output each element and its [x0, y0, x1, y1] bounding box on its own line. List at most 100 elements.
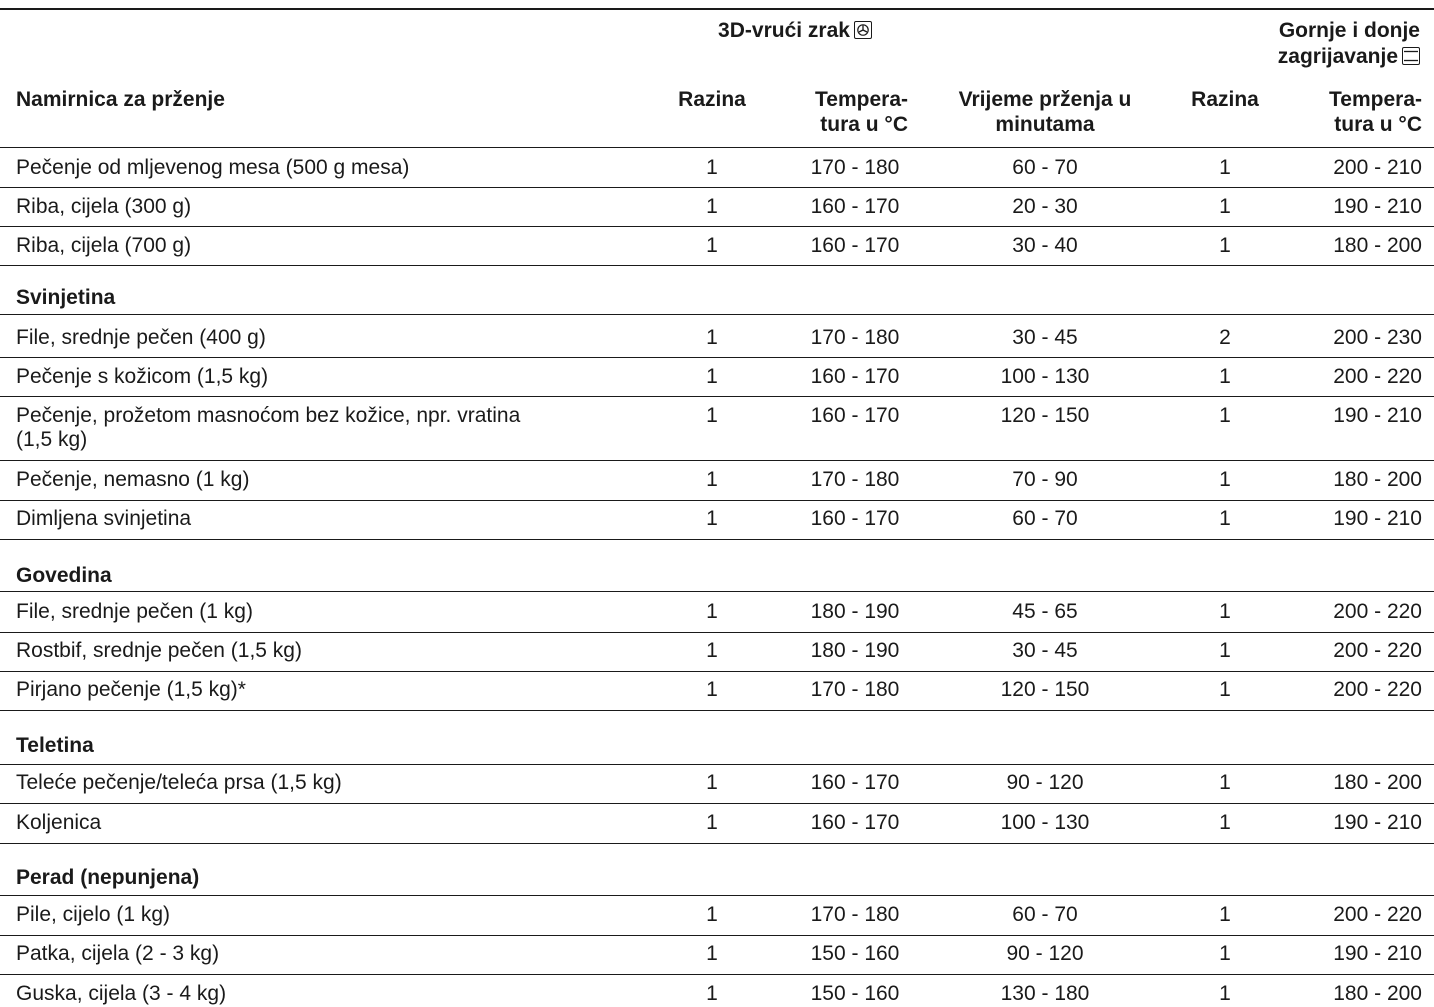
level-top-bottom-cell: 1	[1219, 942, 1231, 965]
level-hot-air-cell: 1	[706, 468, 718, 491]
food-name-cell: Koljenica	[16, 811, 102, 834]
temp-hot-air-cell: 170 - 180	[810, 326, 900, 349]
level-hot-air-cell: 1	[706, 326, 718, 349]
row-rule	[0, 500, 1434, 501]
level-hot-air-cell: 1	[706, 156, 718, 179]
level-top-bottom-cell: 1	[1219, 982, 1231, 1005]
level-hot-air-cell: 1	[706, 600, 718, 623]
food-name-cell: Guska, cijela (3 - 4 kg)	[16, 982, 227, 1005]
section-heading: Perad (nepunjena)	[16, 866, 200, 889]
temp-hot-air-cell: 160 - 170	[810, 507, 900, 530]
temp-top-bottom-cell: 200 - 220	[1333, 365, 1422, 388]
level-hot-air-cell: 1	[706, 195, 718, 218]
level-top-bottom-cell: 1	[1219, 771, 1231, 794]
level-hot-air-cell: 1	[706, 982, 718, 1005]
temp-hot-air-cell: 180 - 190	[810, 600, 900, 623]
level-top-bottom-cell: 1	[1219, 156, 1231, 179]
row-rule	[0, 357, 1434, 358]
food-name-cell: File, srednje pečen (400 g)	[16, 326, 266, 349]
roast-time-cell: 120 - 150	[1000, 678, 1090, 701]
col-header-level-2: Razina	[1191, 88, 1259, 111]
level-hot-air-cell: 1	[706, 942, 718, 965]
food-name-cell: Teleće pečenje/teleća prsa (1,5 kg)	[16, 771, 342, 794]
row-rule	[0, 539, 1434, 540]
top-bottom-heat-icon	[1402, 47, 1420, 65]
level-hot-air-cell: 1	[706, 365, 718, 388]
roast-time-cell: 30 - 45	[1012, 326, 1078, 349]
roast-time-cell: 120 - 150	[1000, 404, 1090, 427]
temp-top-bottom-cell: 200 - 230	[1333, 326, 1422, 349]
food-name-cell: Riba, cijela (700 g)	[16, 234, 192, 257]
roast-time-cell: 30 - 45	[1012, 639, 1078, 662]
temp-hot-air-cell: 160 - 170	[810, 811, 900, 834]
col-header-time-line1: Vrijeme prženja u	[958, 88, 1132, 111]
level-top-bottom-cell: 1	[1219, 234, 1231, 257]
food-name-cell: Rostbif, srednje pečen (1,5 kg)	[16, 639, 302, 662]
top-rule	[0, 8, 1434, 10]
level-hot-air-cell: 1	[706, 234, 718, 257]
temp-hot-air-cell: 170 - 180	[810, 156, 900, 179]
temp-hot-air-cell: 160 - 170	[810, 234, 900, 257]
temp-top-bottom-cell: 200 - 220	[1333, 600, 1422, 623]
roast-time-cell: 130 - 180	[1000, 982, 1090, 1005]
temp-hot-air-cell: 150 - 160	[810, 942, 900, 965]
food-name-cell-line2: (1,5 kg)	[16, 428, 88, 451]
temp-top-bottom-cell: 190 - 210	[1333, 195, 1422, 218]
col-header-temp-1-line1: Tempera-	[815, 88, 908, 111]
temp-top-bottom-cell: 200 - 220	[1333, 903, 1422, 926]
level-hot-air-cell: 1	[706, 771, 718, 794]
food-name-cell: Dimljena svinjetina	[16, 507, 192, 530]
section-heading: Teletina	[16, 734, 94, 757]
level-hot-air-cell: 1	[706, 639, 718, 662]
level-hot-air-cell: 1	[706, 404, 718, 427]
row-rule	[0, 314, 1434, 315]
level-top-bottom-cell: 1	[1219, 468, 1231, 491]
temp-top-bottom-cell: 190 - 210	[1333, 404, 1422, 427]
header-rule	[0, 147, 1434, 148]
temp-hot-air-cell: 160 - 170	[810, 365, 900, 388]
level-hot-air-cell: 1	[706, 507, 718, 530]
col-header-temp-2-line2: tura u °C	[1334, 113, 1422, 136]
header-group2-line2: zagrijavanje	[1277, 45, 1398, 68]
temp-top-bottom-cell: 190 - 210	[1333, 942, 1422, 965]
temp-top-bottom-cell: 190 - 210	[1333, 811, 1422, 834]
row-rule	[0, 935, 1434, 936]
fan-icon	[853, 21, 872, 39]
row-rule	[0, 764, 1434, 765]
food-name-cell: Pečenje od mljevenog mesa (500 g mesa)	[16, 156, 410, 179]
food-name-cell: Pirjano pečenje (1,5 kg)*	[16, 678, 246, 701]
food-name-cell: Pečenje, nemasno (1 kg)	[16, 468, 250, 491]
food-name-cell: Pečenje s kožicom (1,5 kg)	[16, 365, 269, 388]
roast-time-cell: 45 - 65	[1012, 600, 1078, 623]
level-top-bottom-cell: 1	[1219, 365, 1231, 388]
roast-time-cell: 100 - 130	[1000, 811, 1090, 834]
temp-hot-air-cell: 170 - 180	[810, 468, 900, 491]
row-rule	[0, 632, 1434, 633]
food-name-cell: File, srednje pečen (1 kg)	[16, 600, 253, 623]
temp-hot-air-cell: 160 - 170	[810, 404, 900, 427]
food-name-cell: Pečenje, prožetom masnoćom bez kožice, n…	[16, 404, 521, 427]
temp-top-bottom-cell: 190 - 210	[1333, 507, 1422, 530]
temp-top-bottom-cell: 200 - 210	[1333, 156, 1422, 179]
level-top-bottom-cell: 1	[1219, 195, 1231, 218]
level-hot-air-cell: 1	[706, 903, 718, 926]
roast-time-cell: 70 - 90	[1012, 468, 1078, 491]
col-header-temp-1-line2: tura u °C	[820, 113, 908, 136]
temp-hot-air-cell: 150 - 160	[810, 982, 900, 1005]
section-heading: Govedina	[16, 564, 112, 587]
row-rule	[0, 226, 1434, 227]
temp-top-bottom-cell: 200 - 220	[1333, 678, 1422, 701]
food-name-cell: Pile, cijelo (1 kg)	[16, 903, 171, 926]
level-hot-air-cell: 1	[706, 678, 718, 701]
temp-top-bottom-cell: 180 - 200	[1333, 771, 1422, 794]
row-rule	[0, 710, 1434, 711]
header-group1-label: 3D-vrući zrak	[718, 19, 850, 42]
roast-time-cell: 60 - 70	[1012, 156, 1078, 179]
roast-time-cell: 90 - 120	[1006, 771, 1084, 794]
temp-top-bottom-cell: 180 - 200	[1333, 982, 1422, 1005]
row-rule	[0, 187, 1434, 188]
col-header-level-1: Razina	[678, 88, 746, 111]
row-rule	[0, 671, 1434, 672]
temp-hot-air-cell: 170 - 180	[810, 678, 900, 701]
